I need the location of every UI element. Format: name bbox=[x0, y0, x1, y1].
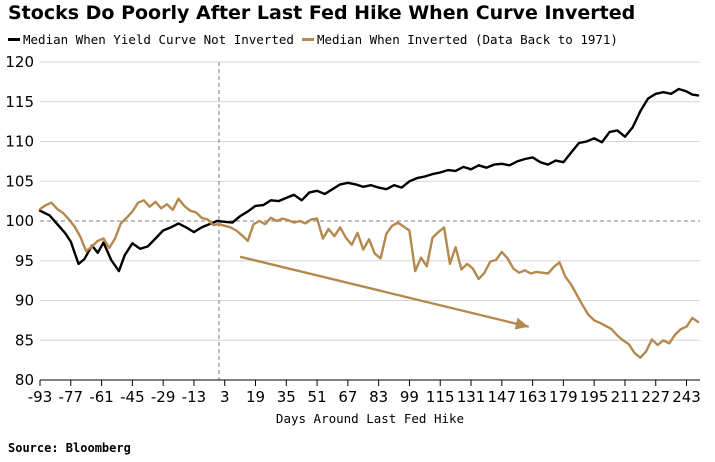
x-tick-label-179: 179 bbox=[549, 388, 578, 406]
x-tick-label--93: -93 bbox=[28, 388, 53, 406]
x-tick-label--13: -13 bbox=[182, 388, 207, 406]
x-tick-label-99: 99 bbox=[400, 388, 419, 406]
x-tick-label-67: 67 bbox=[338, 388, 357, 406]
x-tick-label-211: 211 bbox=[611, 388, 640, 406]
legend-item-not-inverted: Median When Yield Curve Not Inverted bbox=[8, 32, 294, 47]
chart-title: Stocks Do Poorly After Last Fed Hike Whe… bbox=[8, 2, 636, 24]
series-line-inverted bbox=[38, 197, 700, 359]
x-tick-label-35: 35 bbox=[277, 388, 296, 406]
legend-swatch-inverted bbox=[301, 37, 314, 41]
x-tick-label--29: -29 bbox=[151, 388, 176, 406]
y-tick-label-110: 110 bbox=[5, 133, 34, 151]
legend-swatch-not-inverted bbox=[8, 37, 20, 41]
x-tick-label-115: 115 bbox=[426, 388, 455, 406]
y-tick-label-120: 120 bbox=[5, 53, 34, 71]
legend: Median When Yield Curve Not Inverted Med… bbox=[8, 30, 626, 48]
trend-arrow-shaft bbox=[239, 255, 530, 328]
x-tick-label--61: -61 bbox=[89, 388, 114, 406]
x-tick-label-147: 147 bbox=[487, 388, 516, 406]
x-tick-label-163: 163 bbox=[518, 388, 547, 406]
y-tick-label-85: 85 bbox=[15, 331, 34, 349]
x-tick-label-227: 227 bbox=[641, 388, 670, 406]
source-note: Source: Bloomberg bbox=[8, 441, 131, 455]
x-tick-label-131: 131 bbox=[457, 388, 486, 406]
legend-item-inverted: Median When Inverted (Data Back to 1971) bbox=[301, 31, 618, 47]
y-tick-label-115: 115 bbox=[5, 93, 34, 111]
y-tick-label-105: 105 bbox=[5, 172, 34, 190]
legend-label-not-inverted: Median When Yield Curve Not Inverted bbox=[23, 31, 294, 47]
x-tick-label--77: -77 bbox=[59, 388, 84, 406]
trend-arrow-head bbox=[514, 317, 529, 330]
x-axis-title: Days Around Last Fed Hike bbox=[276, 411, 464, 426]
x-tick-label-83: 83 bbox=[369, 388, 388, 406]
x-tick-label-51: 51 bbox=[308, 388, 327, 406]
x-tick-label-243: 243 bbox=[672, 388, 701, 406]
x-tick-label-19: 19 bbox=[246, 388, 265, 406]
x-tick-label-195: 195 bbox=[580, 388, 609, 406]
y-tick-label-80: 80 bbox=[15, 371, 34, 389]
x-tick-label--45: -45 bbox=[120, 388, 145, 406]
y-tick-label-95: 95 bbox=[15, 252, 34, 270]
y-tick-label-100: 100 bbox=[5, 212, 34, 230]
x-tick-label-3: 3 bbox=[220, 388, 230, 406]
legend-label-inverted: Median When Inverted (Data Back to 1971) bbox=[316, 31, 618, 47]
y-tick-label-90: 90 bbox=[15, 292, 34, 310]
series-line-not-inverted bbox=[38, 87, 700, 273]
